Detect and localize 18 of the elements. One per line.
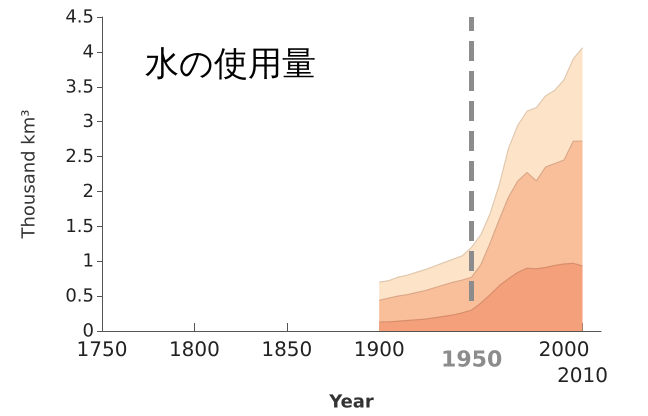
y-tick-label: 2: [82, 180, 94, 202]
y-tick-label: 1.5: [65, 216, 94, 237]
y-tick-label: 1: [82, 250, 94, 272]
y-axis-title: Thousand km³: [18, 110, 40, 240]
y-tick-label: 3.5: [65, 76, 94, 98]
ref-line-label: 1950: [441, 348, 502, 372]
y-tick-label: 0.5: [65, 286, 94, 307]
x-tick-label: 1850: [261, 337, 312, 361]
y-tick-label: 4: [82, 41, 94, 62]
x-tick-label: 1900: [354, 337, 405, 361]
y-tick-label: 2.5: [65, 146, 94, 168]
y-tick-label: 4.5: [65, 6, 94, 28]
annotation: 2010: [557, 363, 608, 387]
text: 水の使用量: [145, 44, 316, 84]
x-axis-title: Year: [328, 392, 374, 412]
y-tick-label: 3: [82, 111, 94, 132]
x-tick-label: 1800: [168, 337, 220, 361]
x-tick-label: 2000: [538, 337, 590, 361]
